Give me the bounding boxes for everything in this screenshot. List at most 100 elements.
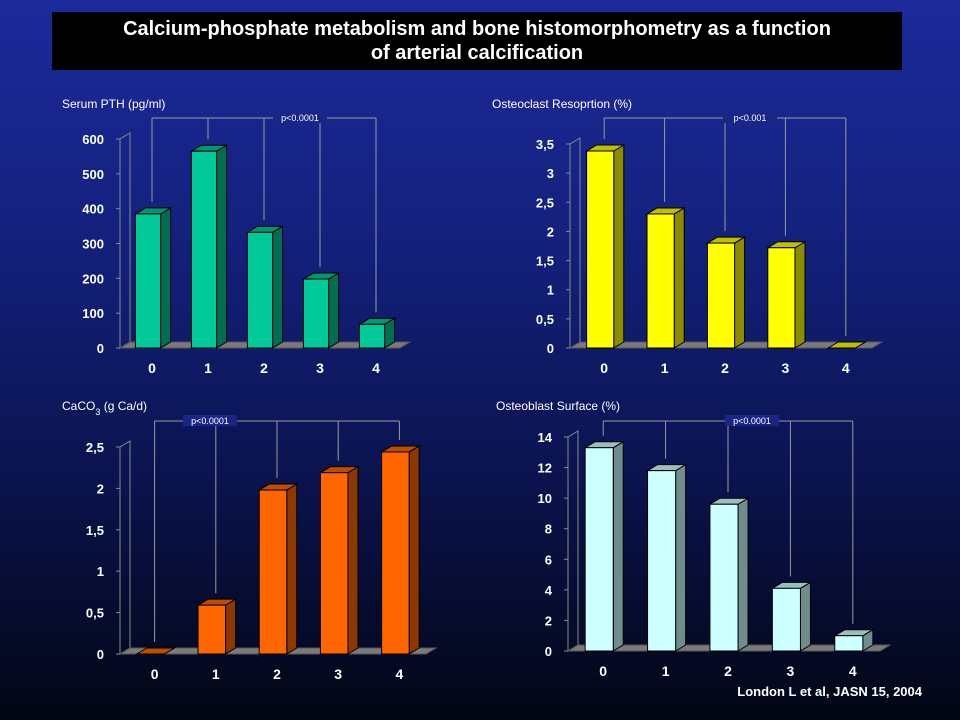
bar-side: [799, 581, 811, 652]
chart-title: Osteoclast Resoprtion (%): [492, 97, 632, 111]
x-tick-label: 4: [372, 360, 380, 376]
y-tick-label: 0,5: [536, 312, 554, 327]
y-tick-label: 2: [545, 613, 552, 628]
bar-side: [216, 144, 228, 349]
bar: [834, 635, 864, 652]
slide-title-line2: of arterial calcification: [370, 42, 584, 64]
pvalue-label: p<0.001: [734, 113, 767, 123]
pvalue-label: p<0.0001: [733, 416, 771, 426]
citation: London L et al, JASN 15, 2004: [737, 684, 922, 699]
y-tick-label: 200: [82, 271, 104, 286]
bar-side: [328, 272, 340, 349]
y-tick-label: 12: [538, 461, 552, 476]
y-tick-label: 1,5: [536, 254, 554, 269]
y-tick-label: 14: [538, 430, 553, 445]
y-tick-label: 600: [82, 132, 104, 147]
x-tick-label: 2: [260, 360, 268, 376]
x-tick-label: 0: [151, 666, 159, 682]
bar: [709, 503, 739, 652]
x-tick-label: 2: [724, 663, 732, 679]
bar-side: [734, 236, 746, 349]
bar: [586, 150, 615, 349]
chart-2: CaCO3 (g Ca/d) 0 0,5 1 1,5 2 2,5 0 1 2 3 4 p<0.0001: [62, 399, 438, 682]
y-axis-wall: [119, 132, 131, 349]
y-tick-label: 2,5: [86, 440, 104, 455]
x-tick-label: 0: [148, 360, 156, 376]
slide-title: Calcium-phosphate metabolism and bone hi…: [52, 12, 902, 70]
y-tick-label: 3: [547, 166, 554, 181]
y-axis-wall: [119, 440, 131, 655]
bar-side: [612, 440, 624, 652]
chart-title-suffix: (g Ca/d): [100, 399, 147, 413]
bar: [647, 470, 677, 652]
x-tick-label: 4: [849, 663, 857, 679]
pvalue-bg: [723, 112, 777, 123]
bar-side: [673, 207, 685, 349]
y-tick-label: 0,5: [86, 606, 104, 621]
x-tick-label: 4: [396, 666, 404, 682]
y-tick-label: 3,5: [536, 137, 554, 152]
bar-side: [272, 225, 284, 349]
bar: [190, 150, 218, 349]
bar-side: [794, 240, 806, 349]
bar: [319, 472, 349, 655]
y-tick-label: 4: [545, 583, 553, 598]
x-tick-label: 2: [273, 666, 281, 682]
bar: [771, 587, 801, 652]
y-axis-wall: [569, 137, 581, 349]
y-tick-label: 0: [97, 341, 104, 356]
y-tick-label: 1: [547, 283, 554, 298]
x-tick-label: 3: [782, 360, 790, 376]
y-tick-label: 10: [538, 491, 552, 506]
slide-title-line1: Calcium-phosphate metabolism and bone hi…: [123, 18, 831, 40]
x-tick-label: 1: [662, 663, 670, 679]
x-tick-label: 1: [212, 666, 220, 682]
pvalue-label: p<0.0001: [281, 113, 319, 123]
pvalue-bg: [183, 415, 237, 426]
x-tick-label: 1: [661, 360, 669, 376]
bar-side: [737, 497, 749, 652]
x-tick-label: 2: [721, 360, 729, 376]
chart-0: Serum PTH (pg/ml) 0 100 200 300 400 500 600 0 1 2 3…: [62, 97, 412, 376]
y-tick-label: 0: [547, 341, 554, 356]
y-tick-label: 0: [97, 647, 104, 662]
chart-title: CaCO3 (g Ca/d): [62, 399, 147, 417]
x-tick-label: 3: [316, 360, 324, 376]
bar-top: [135, 647, 177, 655]
x-tick-label: 0: [599, 663, 607, 679]
bar-side: [160, 207, 172, 349]
pvalue-label: p<0.0001: [191, 416, 229, 426]
y-tick-label: 400: [82, 202, 104, 217]
y-tick-label: 6: [545, 552, 552, 567]
bar: [767, 247, 796, 349]
y-tick-label: 8: [545, 522, 552, 537]
pvalue-bg: [273, 112, 327, 123]
chart-title: Osteoblast Surface (%): [496, 399, 620, 413]
bar-side: [675, 463, 687, 652]
y-tick-label: 300: [82, 237, 104, 252]
bar: [584, 447, 614, 652]
x-tick-label: 3: [334, 666, 342, 682]
bar: [706, 242, 736, 349]
y-tick-label: 100: [82, 306, 104, 321]
chart-title: Serum PTH (pg/ml): [62, 97, 165, 111]
y-tick-label: 0: [545, 644, 552, 659]
bar: [358, 323, 386, 349]
x-tick-label: 4: [842, 360, 850, 376]
y-tick-label: 2: [97, 481, 104, 496]
bar-side: [286, 483, 298, 655]
x-tick-label: 3: [787, 663, 795, 679]
y-tick-label: 2,5: [536, 195, 554, 210]
bar: [646, 213, 675, 349]
bar-side: [347, 465, 359, 655]
y-axis-wall: [567, 430, 579, 652]
bar: [134, 213, 162, 349]
bar: [258, 489, 288, 655]
y-tick-label: 500: [82, 167, 104, 182]
y-tick-label: 2: [547, 224, 554, 239]
x-tick-label: 0: [600, 360, 608, 376]
bar-top: [826, 341, 868, 349]
bar: [197, 604, 227, 655]
